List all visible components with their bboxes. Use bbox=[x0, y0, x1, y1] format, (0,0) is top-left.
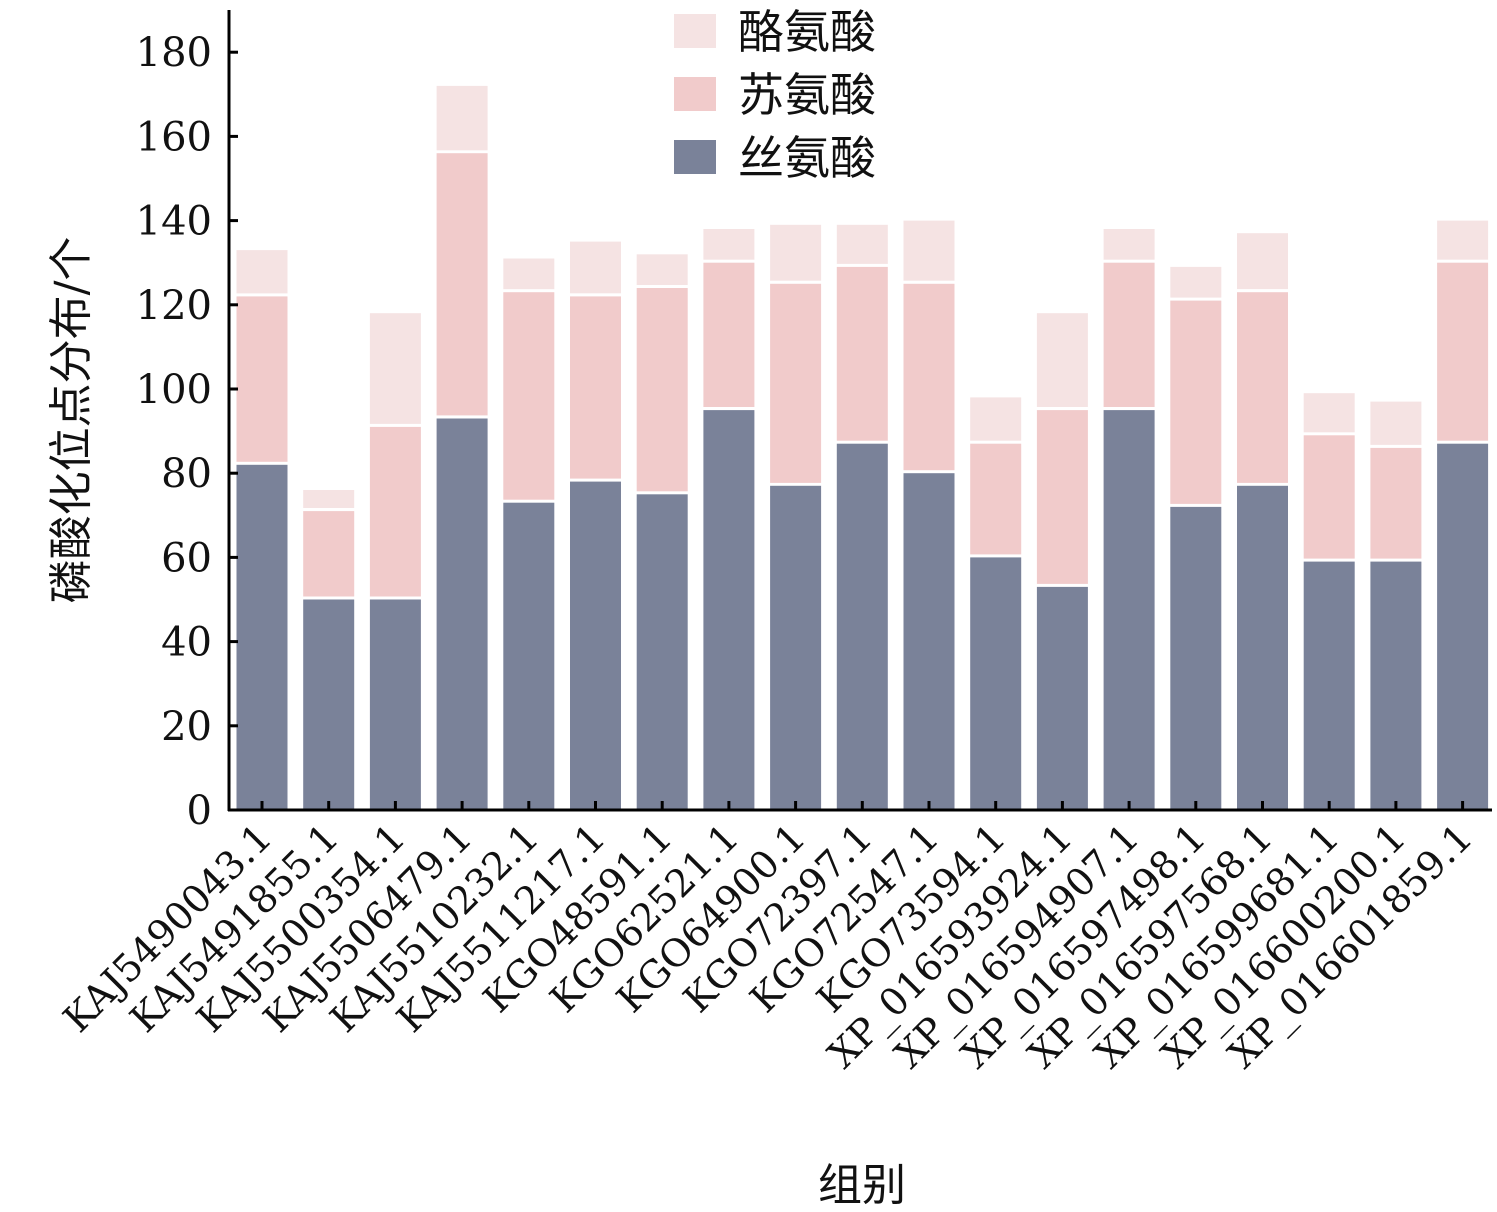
y-tick-label: 120 bbox=[136, 283, 212, 329]
bar-XP_016599681.1-丝氨酸 bbox=[1303, 561, 1355, 810]
legend-swatch bbox=[674, 77, 716, 111]
y-tick-label: 40 bbox=[161, 620, 212, 666]
bar-KAJ5511217.1-苏氨酸 bbox=[570, 296, 621, 479]
bar-XP_016593924.1-丝氨酸 bbox=[1036, 586, 1088, 810]
y-tick-label: 80 bbox=[161, 451, 212, 497]
bar-KAJ5506479.1-酪氨酸 bbox=[436, 85, 488, 151]
legend-swatch bbox=[674, 140, 716, 174]
bar-KGO62521.1-苏氨酸 bbox=[703, 262, 755, 407]
bar-KAJ5490043.1-丝氨酸 bbox=[236, 464, 288, 810]
bar-XP_016597498.1-丝氨酸 bbox=[1170, 506, 1222, 810]
y-tick-label: 60 bbox=[161, 535, 212, 581]
axes-layer bbox=[227, 10, 1492, 812]
bar-XP_016600200.1-丝氨酸 bbox=[1370, 561, 1422, 810]
bar-XP_016597568.1-苏氨酸 bbox=[1237, 292, 1288, 483]
bar-KGO64900.1-酪氨酸 bbox=[770, 224, 822, 281]
bar-KGO73594.1-苏氨酸 bbox=[970, 443, 1022, 555]
bar-KAJ5511217.1-丝氨酸 bbox=[570, 481, 621, 810]
bar-KGO48591.1-丝氨酸 bbox=[636, 494, 688, 811]
bar-KAJ5510232.1-丝氨酸 bbox=[503, 502, 555, 810]
bar-XP_016593924.1-苏氨酸 bbox=[1036, 410, 1088, 584]
bar-XP_016601859.1-酪氨酸 bbox=[1437, 220, 1489, 260]
legend-label: 酪氨酸 bbox=[738, 5, 876, 59]
bar-XP_016594907.1-丝氨酸 bbox=[1103, 410, 1155, 810]
bar-XP_016600200.1-苏氨酸 bbox=[1370, 447, 1422, 559]
bar-XP_016594907.1-苏氨酸 bbox=[1103, 262, 1155, 407]
bar-KAJ5500354.1-酪氨酸 bbox=[369, 313, 421, 424]
bar-XP_016599681.1-苏氨酸 bbox=[1303, 435, 1355, 559]
bar-KGO62521.1-酪氨酸 bbox=[703, 229, 755, 260]
bar-KAJ5511217.1-酪氨酸 bbox=[570, 241, 621, 294]
bar-XP_016601859.1-苏氨酸 bbox=[1437, 262, 1489, 441]
bar-KGO72397.1-苏氨酸 bbox=[836, 266, 888, 441]
y-tick-label: 100 bbox=[136, 367, 212, 413]
bar-KAJ5491855.1-丝氨酸 bbox=[303, 599, 355, 810]
bar-XP_016599681.1-酪氨酸 bbox=[1303, 393, 1355, 433]
bar-KGO72547.1-酪氨酸 bbox=[903, 220, 955, 281]
bar-XP_016594907.1-酪氨酸 bbox=[1103, 229, 1155, 260]
legend-label: 苏氨酸 bbox=[738, 68, 876, 122]
bar-KGO64900.1-丝氨酸 bbox=[770, 485, 822, 810]
legend-swatch bbox=[674, 14, 716, 48]
bar-XP_016601859.1-丝氨酸 bbox=[1437, 443, 1489, 810]
y-tick-label: 0 bbox=[187, 788, 212, 834]
bar-KGO72547.1-丝氨酸 bbox=[903, 473, 955, 810]
y-tick-label: 180 bbox=[136, 30, 212, 76]
legend-label: 丝氨酸 bbox=[738, 131, 876, 185]
bar-XP_016600200.1-酪氨酸 bbox=[1370, 401, 1422, 445]
bar-KAJ5490043.1-苏氨酸 bbox=[236, 296, 288, 462]
bar-KGO73594.1-丝氨酸 bbox=[970, 557, 1022, 810]
bar-XP_016597498.1-苏氨酸 bbox=[1170, 300, 1222, 504]
bar-XP_016597568.1-丝氨酸 bbox=[1237, 485, 1288, 810]
bar-KGO72547.1-苏氨酸 bbox=[903, 283, 955, 471]
bar-KAJ5500354.1-丝氨酸 bbox=[369, 599, 421, 810]
y-tick-labels: 0 20 40 60 80 100 120 140 160 180 bbox=[136, 30, 212, 834]
bar-XP_016593924.1-酪氨酸 bbox=[1036, 313, 1088, 407]
bars-layer bbox=[236, 85, 1489, 811]
bar-XP_016597498.1-酪氨酸 bbox=[1170, 266, 1222, 298]
bar-KGO48591.1-苏氨酸 bbox=[636, 288, 688, 492]
bar-KAJ5491855.1-苏氨酸 bbox=[303, 511, 355, 597]
bar-XP_016597568.1-酪氨酸 bbox=[1237, 233, 1288, 290]
y-tick-label: 160 bbox=[136, 114, 212, 160]
bar-KAJ5491855.1-酪氨酸 bbox=[303, 490, 355, 508]
bar-KAJ5490043.1-酪氨酸 bbox=[236, 250, 288, 294]
bar-KGO62521.1-丝氨酸 bbox=[703, 410, 755, 810]
bar-KAJ5510232.1-苏氨酸 bbox=[503, 292, 555, 500]
y-tick-label: 20 bbox=[161, 704, 212, 750]
y-tick-label: 140 bbox=[136, 199, 212, 245]
bar-KGO73594.1-酪氨酸 bbox=[970, 397, 1022, 441]
bar-KAJ5510232.1-酪氨酸 bbox=[503, 258, 555, 290]
x-tick-labels: KAJ5490043.1KAJ5491855.1KAJ5500354.1KAJ5… bbox=[55, 815, 1482, 1077]
bar-KGO72397.1-酪氨酸 bbox=[836, 224, 888, 264]
y-axis-title: 磷酸化位点分布/个 bbox=[46, 237, 97, 604]
bar-KAJ5506479.1-丝氨酸 bbox=[436, 418, 488, 810]
bar-KGO64900.1-苏氨酸 bbox=[770, 283, 822, 483]
bar-KGO48591.1-酪氨酸 bbox=[636, 254, 688, 285]
bar-KAJ5506479.1-苏氨酸 bbox=[436, 153, 488, 416]
bar-KGO72397.1-丝氨酸 bbox=[836, 443, 888, 810]
bar-KAJ5500354.1-苏氨酸 bbox=[369, 426, 421, 597]
x-axis-title: 组别 bbox=[818, 1160, 906, 1211]
